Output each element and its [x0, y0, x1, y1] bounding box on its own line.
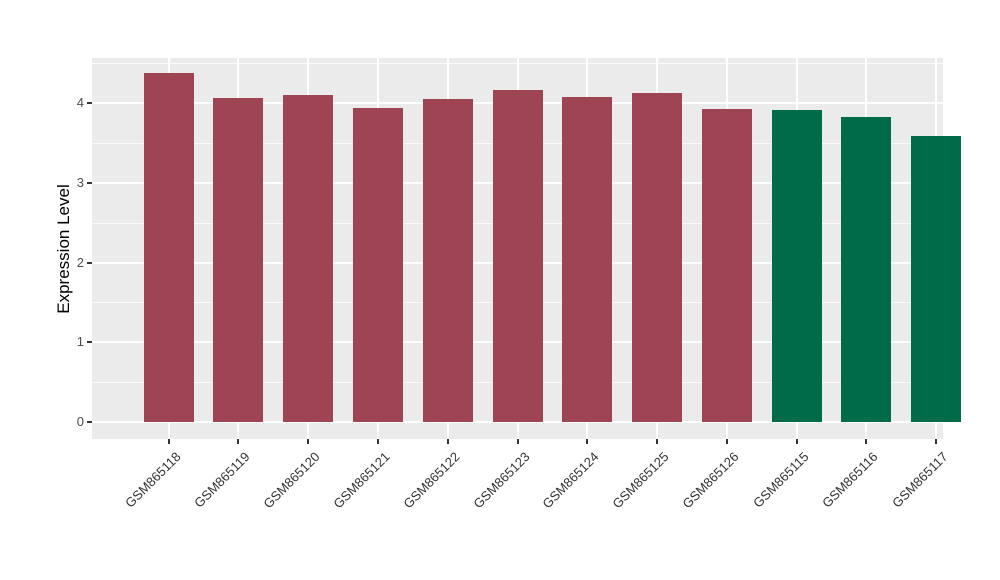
- x-tick-mark: [516, 439, 519, 444]
- x-tick-mark: [167, 439, 170, 444]
- x-tick-mark: [865, 439, 868, 444]
- x-tick-label: GSM865125: [609, 449, 672, 512]
- y-tick-mark: [87, 421, 92, 423]
- x-tick-mark: [376, 439, 379, 444]
- y-tick-mark: [87, 341, 92, 344]
- x-tick-mark: [237, 439, 240, 444]
- bar-GSM865121: [352, 107, 403, 422]
- x-tick-label: GSM865126: [679, 449, 742, 512]
- x-tick-label: GSM865119: [191, 449, 254, 511]
- x-tick-label: GSM865122: [400, 449, 463, 512]
- bar-GSM865116: [841, 117, 892, 422]
- bar-GSM865117: [911, 136, 962, 422]
- y-axis-title: Expression Level: [54, 183, 73, 314]
- x-tick-label: GSM865116: [819, 449, 881, 511]
- x-tick-label: GSM865123: [469, 449, 533, 512]
- x-tick-label: GSM865124: [539, 449, 602, 512]
- bar-GSM865119: [213, 98, 264, 422]
- x-tick-mark: [795, 439, 798, 444]
- bar-GSM865122: [422, 99, 473, 422]
- y-tick-label: 4: [76, 95, 84, 110]
- y-tick-mark: [87, 102, 92, 104]
- bar-GSM865125: [632, 92, 682, 422]
- y-tick-label: 2: [76, 254, 84, 270]
- x-tick-mark: [446, 439, 449, 444]
- x-tick-label: GSM865117: [889, 449, 951, 511]
- x-tick-label: GSM865121: [330, 449, 393, 512]
- x-tick-mark: [935, 439, 938, 444]
- x-tick-mark: [586, 439, 589, 444]
- bar-GSM865118: [143, 73, 194, 422]
- x-tick-mark: [656, 439, 658, 444]
- y-tick-mark: [87, 261, 92, 264]
- bar-GSM865115: [771, 110, 822, 422]
- y-tick-label: 0: [76, 414, 84, 429]
- bar-GSM865120: [283, 95, 334, 422]
- y-tick-label: 1: [76, 334, 84, 350]
- x-tick-label: GSM865120: [260, 449, 323, 512]
- x-tick-label: GSM865115: [749, 449, 812, 511]
- bar-GSM865124: [562, 97, 613, 422]
- x-tick-mark: [725, 439, 728, 444]
- x-tick-mark: [307, 439, 310, 444]
- bar-GSM865123: [492, 90, 543, 422]
- y-tick-mark: [87, 181, 92, 184]
- plot-panel: [92, 58, 962, 439]
- bar-GSM865126: [701, 109, 752, 422]
- y-tick-label: 3: [76, 174, 84, 190]
- x-tick-label: GSM865118: [121, 449, 184, 511]
